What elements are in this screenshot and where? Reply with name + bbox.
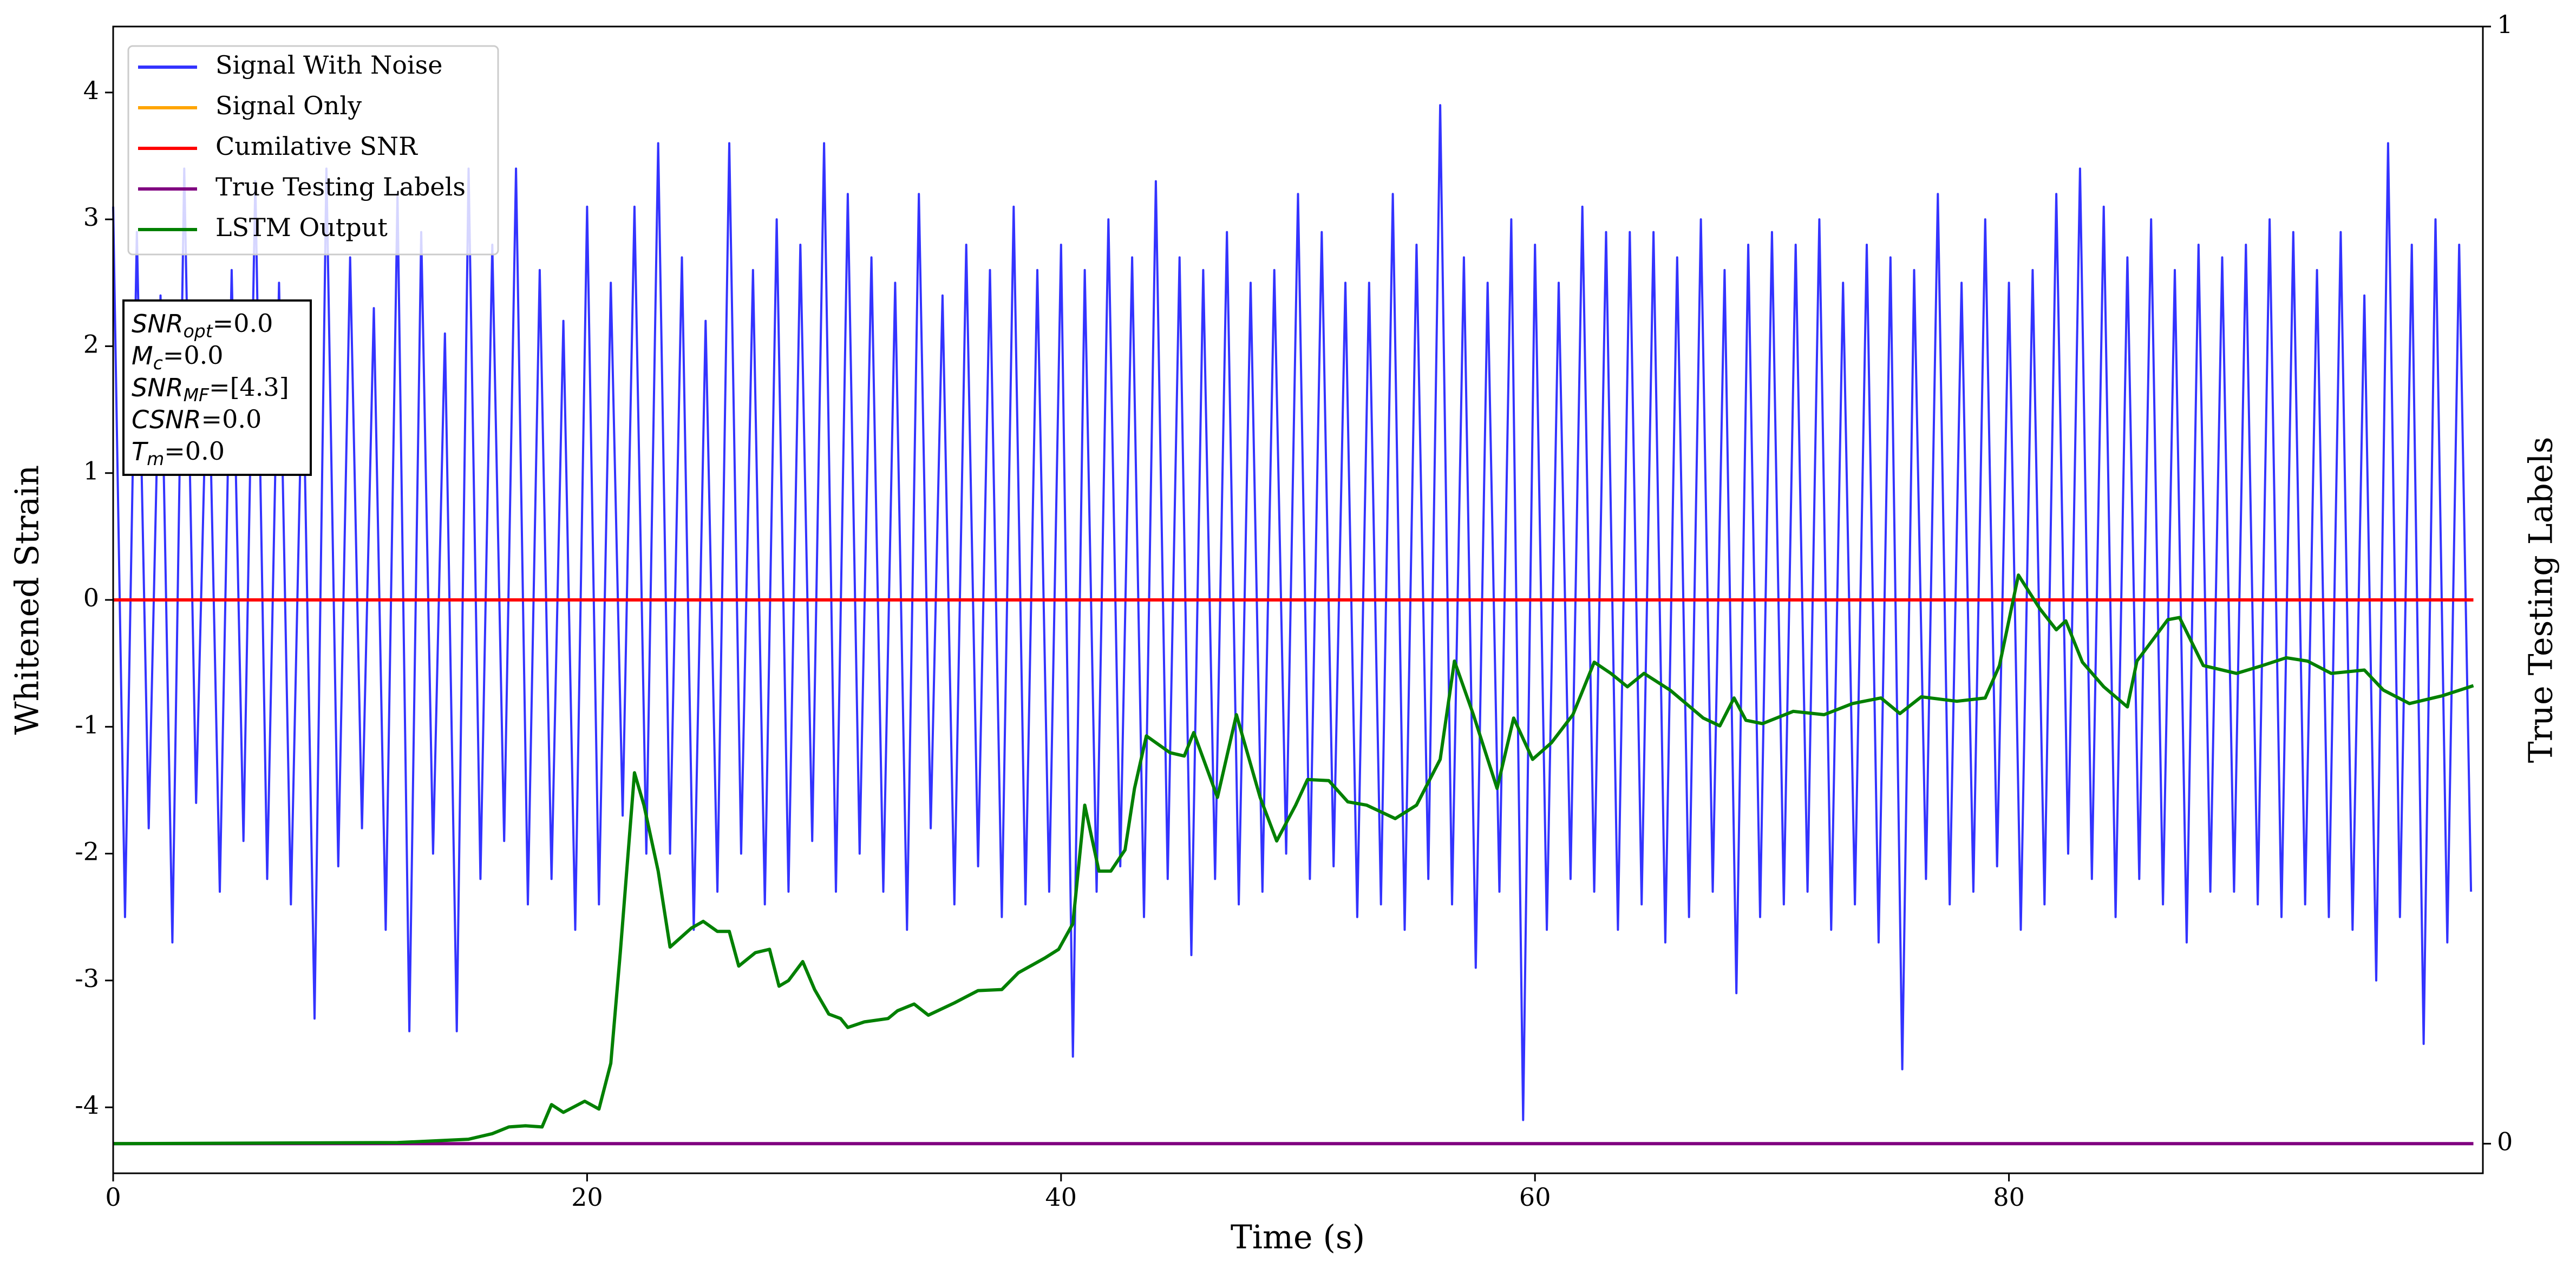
annotation-line: SNRopt=0.0 <box>132 309 273 342</box>
y-tick-label: -4 <box>75 1090 99 1120</box>
annotation-symbol: M <box>132 341 153 370</box>
y2-axis-label: True Testing Labels <box>2522 437 2560 763</box>
y-tick-label: 0 <box>83 583 99 612</box>
legend: Signal With Noise Signal Only Cumilative S… <box>127 45 499 256</box>
y-tick-label: 4 <box>83 76 99 105</box>
legend-label: True Testing Labels <box>215 172 466 201</box>
annotation-frame <box>122 299 312 476</box>
x-tick-label: 80 <box>1993 1182 2025 1212</box>
annotation-value: =0.0 <box>164 436 225 466</box>
annotation-symbol: SNR <box>132 373 184 402</box>
y-axis-label: Whitened Strain <box>9 465 47 735</box>
series-line <box>113 573 2474 1146</box>
annotation-subscript: c <box>153 352 163 374</box>
annotation-value: =0.0 <box>163 341 224 370</box>
legend-frame <box>127 45 499 256</box>
annotation-line: Tm=0.0 <box>132 436 225 469</box>
annotation-subscript: opt <box>184 321 213 342</box>
annotation-value: =0.0 <box>201 404 262 434</box>
x-axis-label: Time (s) <box>1231 1219 1365 1257</box>
annotation-line: CSNR=0.0 <box>132 404 261 434</box>
y-tick-label: -3 <box>75 964 99 993</box>
plot-area <box>112 104 2474 1146</box>
series-line <box>112 104 2473 1121</box>
x-tick-label: 0 <box>105 1182 121 1212</box>
legend-label: Cumilative SNR <box>215 132 418 161</box>
annotation-line: SNRMF=[4.3] <box>132 373 289 406</box>
annotation-subscript: MF <box>184 384 210 406</box>
annotation-line: Mc=0.0 <box>132 341 224 374</box>
annotation-value: =[4.3] <box>209 373 289 402</box>
y-tick-label: 3 <box>83 202 99 232</box>
legend-label: LSTM Output <box>215 213 388 242</box>
x-tick-label: 40 <box>1045 1182 1077 1212</box>
y2-tick-label: 0 <box>2497 1127 2513 1156</box>
annotation-value: =0.0 <box>213 309 273 338</box>
annotation-symbol: CSNR <box>132 405 201 434</box>
y-tick-label: 1 <box>83 456 99 486</box>
annotation-symbol: SNR <box>132 309 184 338</box>
y-tick-label: 2 <box>83 329 99 358</box>
annotation-subscript: m <box>147 448 164 469</box>
y-tick-label: -1 <box>75 710 99 739</box>
annotation-symbol: T <box>132 437 149 466</box>
x-tick-label: 60 <box>1519 1182 1551 1212</box>
annotation-box: SNRopt=0.0Mc=0.0SNRMF=[4.3]CSNR=0.0Tm=0.… <box>122 299 312 476</box>
y-tick-label: -2 <box>75 837 99 866</box>
legend-label: Signal Only <box>215 91 362 120</box>
y2-tick-label: 1 <box>2497 10 2513 39</box>
x-tick-label: 20 <box>571 1182 603 1212</box>
legend-label: Signal With Noise <box>215 50 442 80</box>
